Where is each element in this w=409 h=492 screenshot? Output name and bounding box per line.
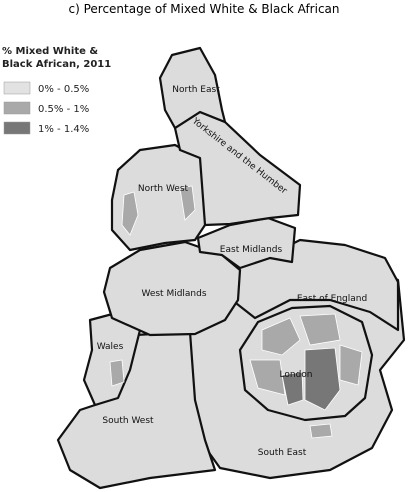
district bbox=[109, 359, 125, 387]
region-label: North West bbox=[138, 184, 189, 194]
region-north-east bbox=[158, 46, 227, 130]
district bbox=[299, 313, 341, 346]
legend-label: 0.5% - 1% bbox=[38, 104, 89, 115]
legend: 0% - 0.5% 0.5% - 1% 1% - 1.4% bbox=[3, 81, 89, 135]
legend-title: % Mixed White & bbox=[2, 46, 98, 57]
legend-label: 0% - 0.5% bbox=[38, 84, 89, 95]
district bbox=[281, 371, 304, 406]
district bbox=[304, 347, 341, 411]
legend-swatch bbox=[3, 121, 31, 135]
region-north-west bbox=[110, 143, 212, 252]
district bbox=[121, 191, 139, 236]
legend-title: Black African, 2011 bbox=[2, 59, 111, 70]
district bbox=[261, 317, 301, 356]
district bbox=[309, 423, 333, 439]
region-label: South East bbox=[258, 448, 307, 458]
district bbox=[249, 359, 286, 396]
district bbox=[339, 344, 363, 386]
legend-label: 1% - 1.4% bbox=[38, 124, 89, 135]
figure-title: c) Percentage of Mixed White & Black Afr… bbox=[68, 2, 339, 16]
region-south-west bbox=[56, 330, 217, 490]
region-label: East Midlands bbox=[220, 245, 283, 255]
region-label: West Midlands bbox=[141, 289, 206, 299]
region-label: North East bbox=[172, 85, 220, 95]
region-west-midlands bbox=[102, 240, 242, 337]
legend-swatch bbox=[3, 81, 31, 95]
region-label: London bbox=[280, 370, 313, 380]
region-label: South West bbox=[102, 416, 154, 426]
region-label: East of England bbox=[297, 294, 367, 304]
district bbox=[179, 185, 196, 221]
map bbox=[56, 46, 406, 490]
legend-swatch bbox=[3, 101, 31, 115]
region-label: Wales bbox=[97, 342, 124, 352]
